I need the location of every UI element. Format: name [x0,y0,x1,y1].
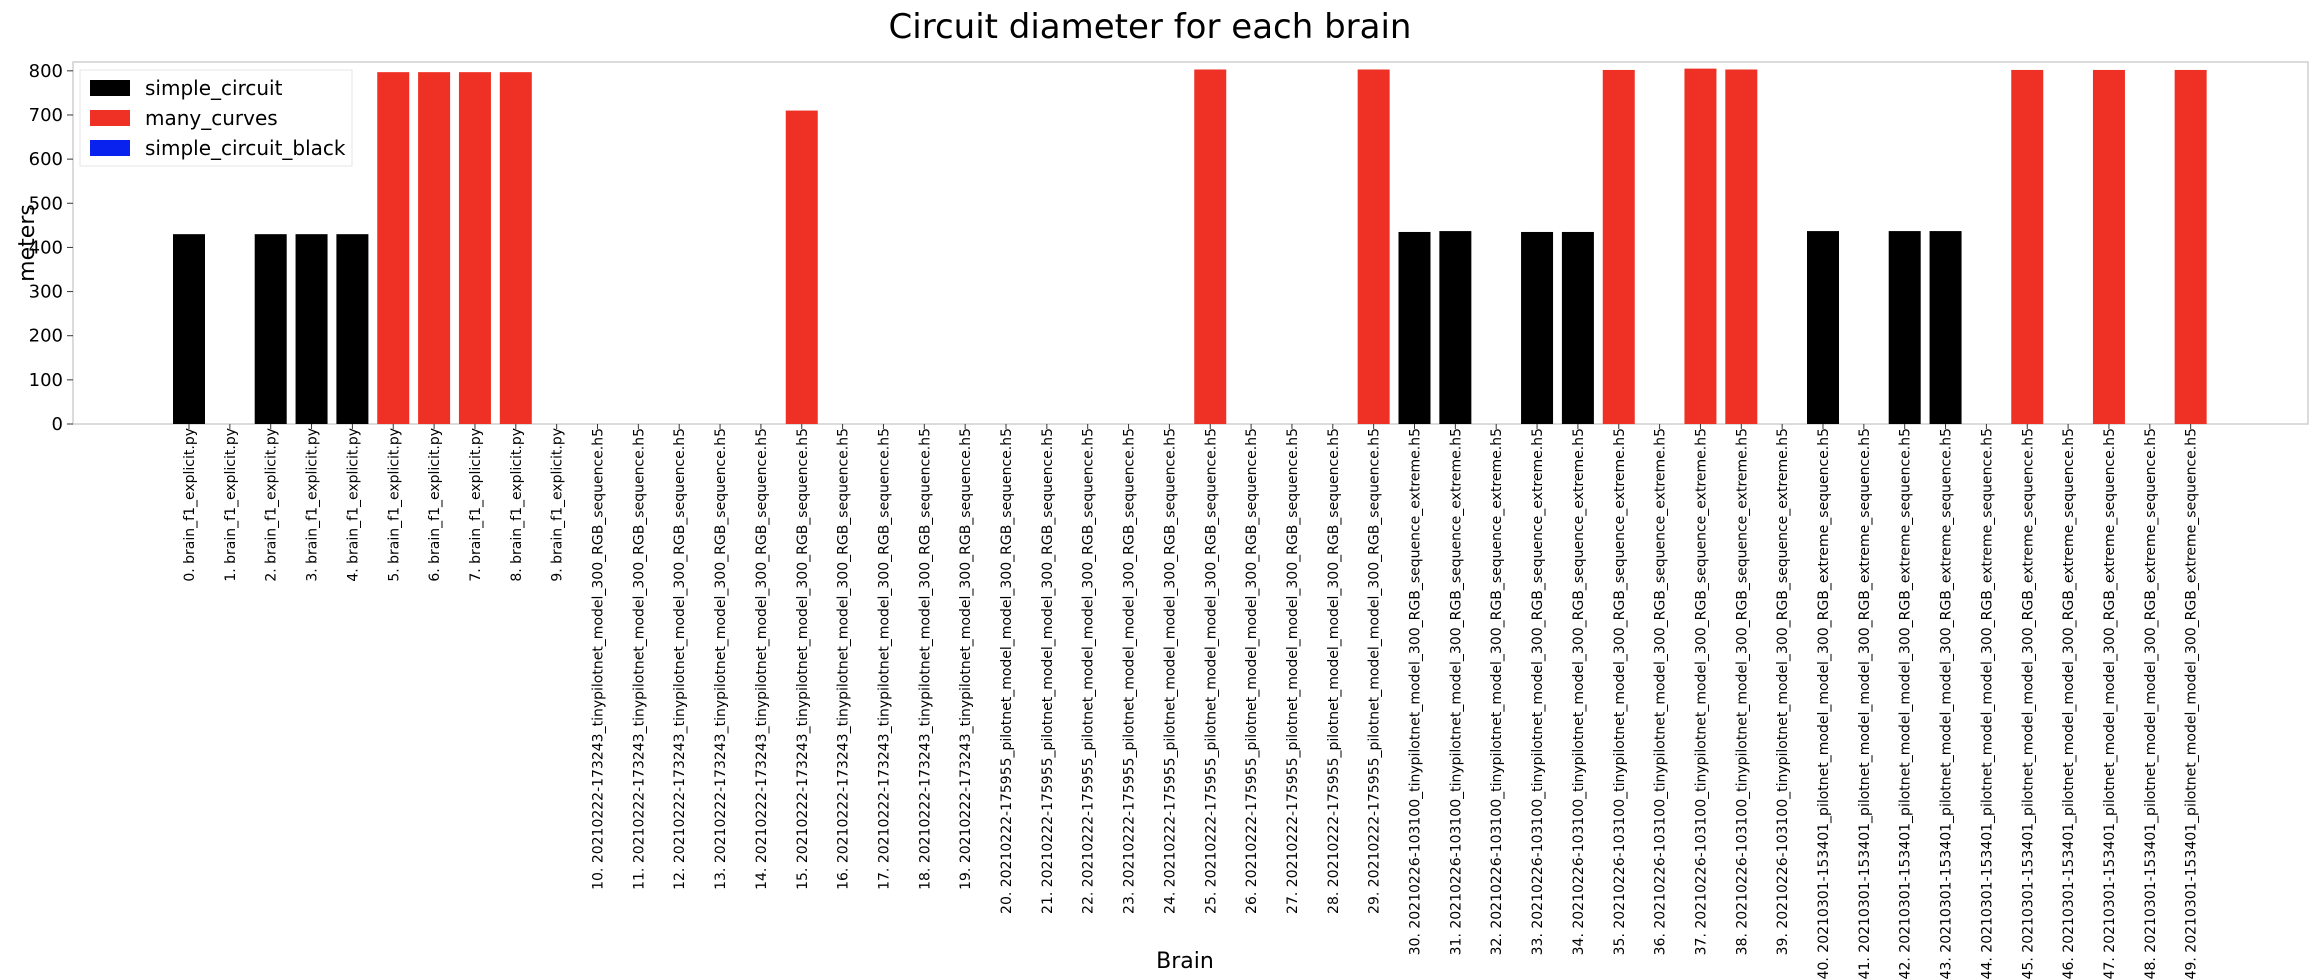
x-tick-label: 12. 20210222-173243_tinypilotnet_model_3… [672,428,688,890]
x-tick-label: 31. 20210226-103100_tinypilotnet_model_3… [1448,428,1464,955]
bar [2174,69,2207,424]
x-tick-label: 48. 20210301-153401_pilotnet_model_model… [2143,428,2159,979]
x-tick-label: 20. 20210222-175955_pilotnet_model_model… [999,428,1015,914]
x-axis: 0. brain_f1_explicit.py 1. brain_f1_expli… [182,424,2200,979]
bar [458,72,491,424]
x-tick-label: 15. 20210222-173243_tinypilotnet_model_3… [795,428,811,890]
y-tick-label: 200 [29,326,63,347]
x-tick-label: 19. 20210222-173243_tinypilotnet_model_3… [958,428,974,890]
bar [377,72,410,424]
x-tick-label: 33. 20210226-103100_tinypilotnet_model_3… [1530,428,1546,955]
y-tick-label: 800 [29,61,63,82]
bar [499,72,532,424]
x-tick-label: 5. brain_f1_explicit.py [386,428,402,582]
bar [1439,231,1472,424]
x-tick-label: 32. 20210226-103100_tinypilotnet_model_3… [1489,428,1505,955]
x-tick-label: 40. 20210301-153401_pilotnet_model_model… [1816,428,1832,979]
legend-label: many_curves [145,106,278,130]
x-tick-label: 1. brain_f1_explicit.py [223,428,239,582]
bar [1602,69,1635,424]
x-tick-label: 30. 20210226-103100_tinypilotnet_model_3… [1408,428,1424,955]
x-tick-label: 41. 20210301-153401_pilotnet_model_model… [1857,428,1873,979]
x-tick-label: 26. 20210222-175955_pilotnet_model_model… [1244,428,1260,914]
bar [1194,69,1227,424]
x-tick-label: 21. 20210222-175955_pilotnet_model_model… [1040,428,1056,914]
x-tick-label: 2. brain_f1_explicit.py [264,428,280,582]
bar [1888,231,1921,424]
bars [173,68,2207,424]
legend-swatch [90,110,130,126]
x-tick-label: 25. 20210222-175955_pilotnet_model_model… [1203,428,1219,914]
x-tick-label: 27. 20210222-175955_pilotnet_model_model… [1285,428,1301,914]
x-tick-label: 10. 20210222-173243_tinypilotnet_model_3… [591,428,607,890]
x-tick-label: 6. brain_f1_explicit.py [427,428,443,582]
bar [418,72,451,424]
plot-area [72,61,2309,425]
y-tick-label: 400 [29,237,63,258]
x-tick-label: 44. 20210301-153401_pilotnet_model_model… [1979,428,1995,979]
bar [254,234,287,424]
bar [2092,69,2125,424]
x-tick-label: 0. brain_f1_explicit.py [182,428,198,582]
x-tick-label: 22. 20210222-175955_pilotnet_model_model… [1081,428,1097,914]
bar [1725,69,1758,424]
legend-swatch [90,140,130,156]
x-tick-label: 7. brain_f1_explicit.py [468,428,484,582]
x-tick-label: 18. 20210222-173243_tinypilotnet_model_3… [917,428,933,890]
x-tick-label: 16. 20210222-173243_tinypilotnet_model_3… [836,428,852,890]
bar [173,234,205,424]
x-tick-label: 38. 20210226-103100_tinypilotnet_model_3… [1734,428,1750,955]
x-tick-label: 3. brain_f1_explicit.py [305,428,321,582]
x-tick-label: 4. brain_f1_explicit.py [345,428,361,582]
bar [295,234,328,424]
bar [1929,231,1962,424]
x-tick-label: 9. brain_f1_explicit.py [550,428,566,582]
x-tick-label: 47. 20210301-153401_pilotnet_model_model… [2102,428,2118,979]
y-axis: 0 100 200 300 400 500 600 700 800 [29,61,73,435]
x-axis-label: Brain [1156,949,1214,974]
bar [1521,231,1554,424]
x-tick-label: 46. 20210301-153401_pilotnet_model_model… [2061,428,2077,979]
y-tick-label: 300 [29,282,63,303]
bar [1807,231,1839,424]
legend-swatch [90,80,130,96]
bar [2011,69,2044,424]
bar [1357,69,1390,424]
chart-title: Circuit diameter for each brain [889,7,1412,47]
bar [1398,231,1431,424]
legend-label: simple_circuit [145,76,283,100]
legend: simple_circuit many_curves simple_circuit_… [79,69,353,167]
x-tick-label: 8. brain_f1_explicit.py [509,428,525,582]
y-tick-label: 0 [52,414,63,435]
x-tick-label: 23. 20210222-175955_pilotnet_model_model… [1122,428,1138,914]
x-tick-label: 45. 20210301-153401_pilotnet_model_model… [2020,428,2036,979]
x-tick-label: 13. 20210222-173243_tinypilotnet_model_3… [713,428,729,890]
y-tick-label: 600 [29,149,63,170]
y-axis-label: meters [15,204,40,282]
x-tick-label: 43. 20210301-153401_pilotnet_model_model… [1939,428,1955,979]
x-tick-label: 28. 20210222-175955_pilotnet_model_model… [1326,428,1342,914]
x-tick-label: 36. 20210226-103100_tinypilotnet_model_3… [1653,428,1669,955]
bar [785,110,818,424]
x-tick-label: 14. 20210222-173243_tinypilotnet_model_3… [754,428,770,890]
y-tick-label: 500 [29,193,63,214]
x-tick-label: 24. 20210222-175955_pilotnet_model_model… [1162,428,1178,914]
x-tick-label: 34. 20210226-103100_tinypilotnet_model_3… [1571,428,1587,955]
x-tick-label: 42. 20210301-153401_pilotnet_model_model… [1898,428,1914,979]
x-tick-label: 29. 20210222-175955_pilotnet_model_model… [1367,428,1383,914]
x-tick-label: 35. 20210226-103100_tinypilotnet_model_3… [1612,428,1628,955]
legend-label: simple_circuit_black [145,136,346,160]
bar [336,234,369,424]
x-tick-label: 37. 20210226-103100_tinypilotnet_model_3… [1693,428,1709,955]
x-tick-label: 11. 20210222-173243_tinypilotnet_model_3… [631,428,647,890]
x-tick-label: 39. 20210226-103100_tinypilotnet_model_3… [1775,428,1791,955]
bar [1684,68,1717,424]
y-tick-label: 100 [29,370,63,391]
y-tick-label: 700 [29,105,63,126]
x-tick-label: 49. 20210301-153401_pilotnet_model_model… [2184,428,2200,979]
x-tick-label: 17. 20210222-173243_tinypilotnet_model_3… [876,428,892,890]
bar [1561,231,1594,424]
